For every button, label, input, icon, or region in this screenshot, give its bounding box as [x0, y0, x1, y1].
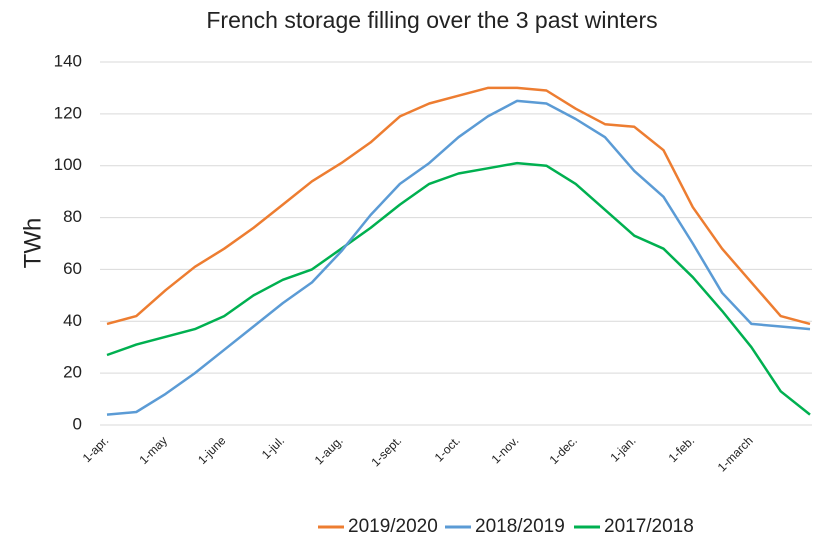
- data-line: [106, 99, 811, 416]
- legend-label: 2017/2018: [604, 516, 694, 537]
- x-tick-label: 1-june: [195, 433, 229, 467]
- chart-title: French storage filling over the 3 past w…: [206, 7, 657, 33]
- legend-label: 2019/2020: [348, 516, 438, 537]
- x-tick-label: 1-sept.: [368, 433, 404, 469]
- x-tick-label: 1-aug.: [312, 433, 346, 467]
- y-tick-label: 100: [54, 155, 82, 174]
- y-tick-label: 0: [73, 414, 82, 433]
- x-tick-label: 1-jan.: [607, 433, 638, 464]
- y-tick-label: 20: [63, 363, 82, 382]
- x-tick-label: 1-march: [715, 433, 756, 474]
- x-tick-label: 1-jul.: [259, 433, 287, 461]
- x-tick-label: 1-dec.: [547, 433, 580, 466]
- y-tick-label: 60: [63, 259, 82, 278]
- y-tick-label: 140: [54, 51, 82, 70]
- y-axis-label: TWh: [19, 218, 46, 269]
- y-tick-label: 80: [63, 207, 82, 226]
- y-tick-label: 120: [54, 103, 82, 122]
- x-tick-label: 1-apr.: [80, 433, 112, 465]
- x-tick-label: 1-nov.: [489, 433, 522, 466]
- data-line: [106, 161, 811, 416]
- data-line: [106, 86, 811, 326]
- y-tick-label: 40: [63, 311, 82, 330]
- x-tick-label: 1-oct.: [432, 433, 463, 464]
- x-tick-label: 1-feb.: [666, 433, 698, 465]
- legend-label: 2018/2019: [475, 516, 565, 537]
- x-tick-label: 1-may: [136, 433, 169, 466]
